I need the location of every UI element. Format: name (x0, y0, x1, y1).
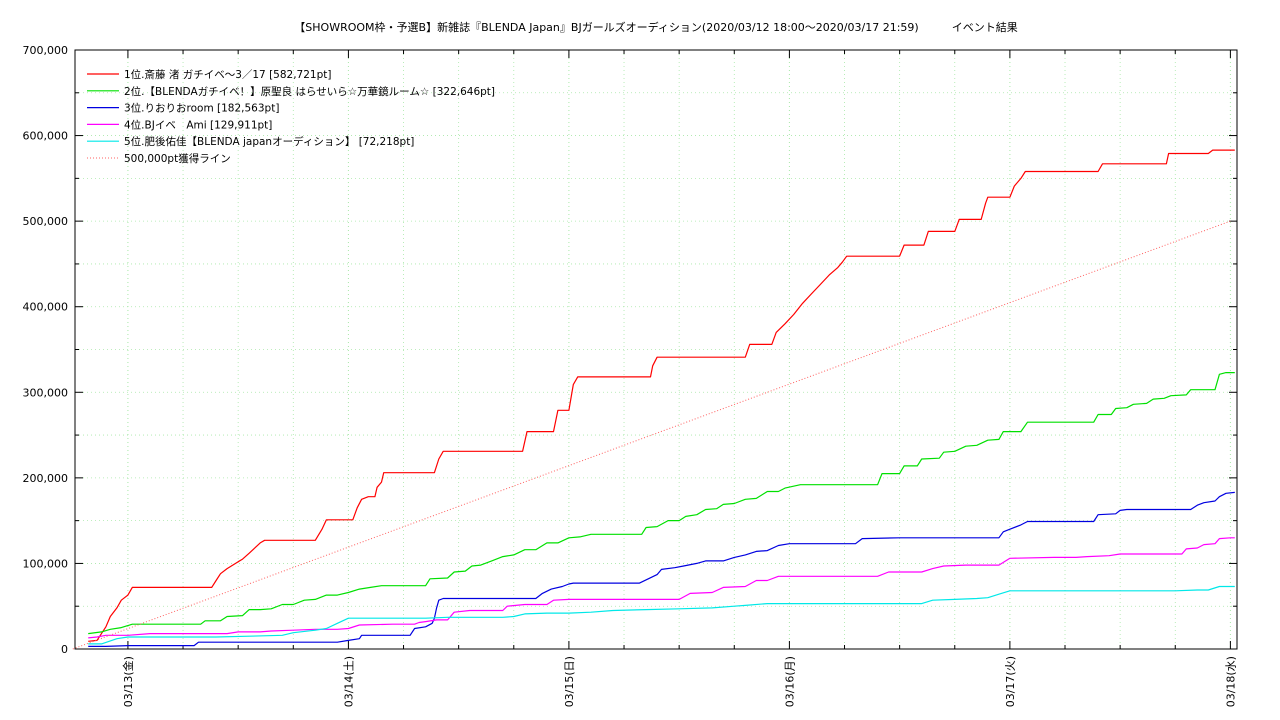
x-tick-label: 03/13(金) (121, 656, 135, 707)
legend-label: 2位.【BLENDAガチイベ！】原聖良 はらせいら☆万華鏡ルーム☆ [322,6… (124, 85, 495, 98)
axis-ticks: 0 100,000 200,000 300,000 400,000 500,000 600,… (23, 44, 1238, 707)
y-tick-label: 200,000 (23, 472, 69, 485)
y-tick-label: 0 (61, 643, 68, 656)
series-line-5 (88, 585, 1235, 645)
x-tick-label: 03/15(日) (563, 656, 576, 707)
chart-title: 【SHOWROOM枠・予選B】新雑誌『BLENDA Japan』BJガールズオー… (294, 20, 1017, 34)
legend-label: 1位.斎藤 渚 ガチイベ〜3／17 [582,721pt] (124, 68, 331, 81)
plot-frame (74, 49, 1238, 650)
series-line-4 (88, 537, 1235, 639)
x-tick-label: 03/18(水) (1224, 656, 1237, 707)
y-tick-label: 600,000 (23, 130, 69, 143)
y-tick-label: 100,000 (23, 557, 69, 570)
series-line-3 (88, 491, 1235, 648)
x-tick-label: 03/16(月) (783, 656, 796, 707)
y-tick-label: 400,000 (23, 301, 69, 314)
legend: 1位.斎藤 渚 ガチイベ〜3／17 [582,721pt] 2位.【BLENDAガ… (87, 68, 495, 165)
x-tick-label: 03/14(土) (342, 656, 355, 707)
y-tick-label: 300,000 (23, 386, 69, 399)
grid (75, 50, 1237, 649)
legend-label: 5位.肥後佑佳【BLENDA japanオーディション】 [72,218pt] (124, 135, 414, 148)
y-tick-label: 700,000 (23, 44, 69, 57)
legend-label: 500,000pt獲得ライン (124, 152, 231, 165)
legend-label: 4位.BJイベ Ami [129,911pt] (124, 118, 272, 131)
series-line-1 (88, 149, 1235, 642)
x-tick-label: 03/17(火) (1004, 656, 1017, 707)
series-lines (72, 149, 1235, 650)
y-tick-label: 500,000 (23, 215, 69, 228)
series-line-2 (88, 372, 1235, 635)
legend-label: 3位.りおりおroom [182,563pt] (124, 102, 279, 115)
